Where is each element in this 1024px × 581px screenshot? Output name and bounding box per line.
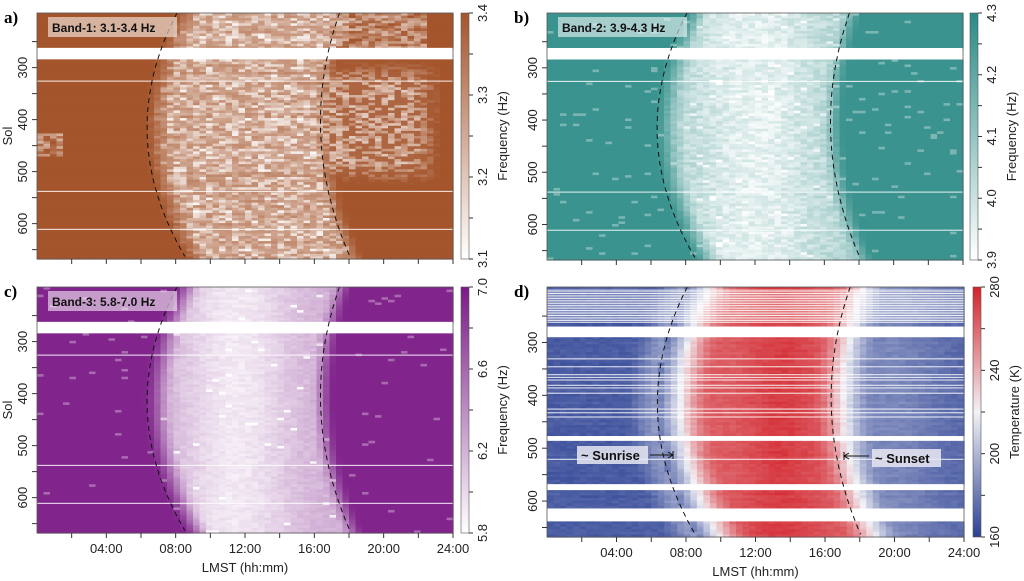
panel-a: 300400500600Sola)Band-1: 3.1-3.4 Hz3.13.… <box>0 4 510 268</box>
